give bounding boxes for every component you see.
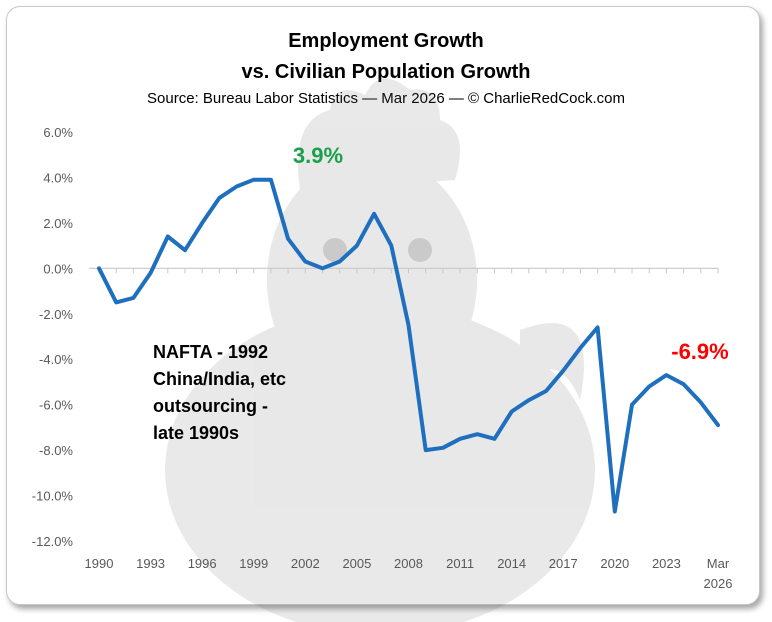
y-tick-label: -6.0%: [39, 398, 73, 413]
x-tick-label: 2008: [394, 556, 423, 571]
x-tick-label: 2023: [652, 556, 681, 571]
y-tick-label: -10.0%: [32, 489, 74, 504]
chart-title-line1: Employment Growth: [288, 30, 484, 52]
rooster-eyes: [323, 238, 432, 262]
note-line-4: late 1990s: [153, 423, 239, 443]
annotation-peak-value: 3.9%: [293, 143, 343, 168]
x-tick-label: 1999: [239, 556, 268, 571]
y-tick-label: 6.0%: [43, 125, 73, 140]
chart-frame: [6, 6, 760, 605]
y-tick-label: -12.0%: [32, 534, 74, 549]
y-tick-label: 2.0%: [43, 216, 73, 231]
x-tick-label: 1996: [188, 556, 217, 571]
series-layer: [97, 177, 720, 514]
note-line-1: NAFTA - 1992: [153, 342, 268, 362]
x-axis: 1990 1993 1996 1999 2002 2005 2008 2011 2014 2017…: [85, 267, 733, 591]
annotation-current-value: -6.9%: [671, 339, 728, 364]
rooster-watermark: [165, 78, 595, 622]
y-tick-label: 4.0%: [43, 170, 73, 185]
x-tick-label: 1990: [85, 556, 114, 571]
y-tick-label: -2.0%: [39, 307, 73, 322]
y-tick-label: -8.0%: [39, 443, 73, 458]
x-tick-label: 2005: [342, 556, 371, 571]
chart-title-line2: vs. Civilian Population Growth: [241, 61, 531, 83]
nafta-note: NAFTA - 1992 China/India, etc outsourcin…: [153, 342, 286, 443]
x-tick-label-year: 2026: [704, 576, 733, 591]
y-tick-label: -4.0%: [39, 352, 73, 367]
series-line: [97, 177, 720, 514]
x-tick-label: 2011: [446, 556, 474, 571]
note-line-2: China/India, etc: [153, 369, 286, 389]
x-tick-label: 2020: [600, 556, 629, 571]
y-tick-label: 0.0%: [43, 261, 73, 276]
x-tick-label: 1993: [136, 556, 165, 571]
x-tick-label: 2017: [549, 556, 578, 571]
x-tick-label: 2014: [497, 556, 526, 571]
x-tick-label: Mar: [707, 556, 730, 571]
y-axis: 6.0% 4.0% 2.0% 0.0% -2.0% -4.0% -6.0% -8.0% -10.…: [32, 125, 74, 549]
chart-subtitle: Source: Bureau Labor Statistics — Mar 20…: [147, 90, 625, 107]
x-tick-label: 2002: [291, 556, 320, 571]
note-line-3: outsourcing -: [153, 396, 268, 416]
